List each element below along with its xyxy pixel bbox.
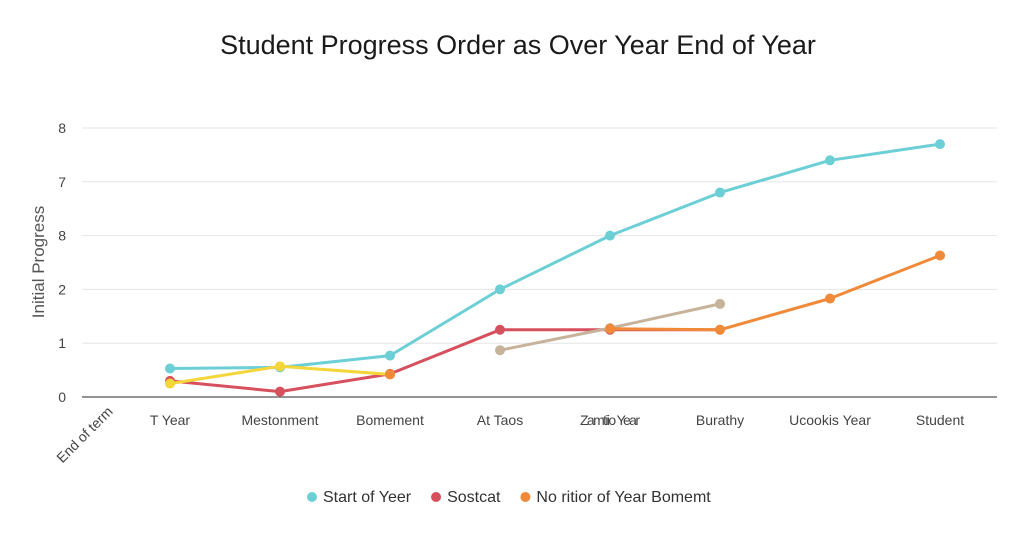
x-tick-label: At Taos: [477, 412, 523, 428]
y-axis-label: Initial Progress: [29, 206, 48, 318]
y-tick-label: 7: [58, 174, 66, 190]
series-1: [165, 324, 725, 397]
data-point: [825, 293, 835, 304]
y-tick-label: 1: [58, 335, 66, 351]
data-point: [715, 187, 725, 198]
x-tick-label: Ucookis Year: [789, 412, 871, 428]
x-tick-label: T Year: [150, 412, 191, 428]
grid: [82, 127, 997, 344]
x-tick-label: Bomement: [356, 412, 424, 428]
data-point: [495, 284, 505, 295]
data-point: [935, 139, 945, 150]
data-point: [715, 298, 725, 309]
series-line: [168, 328, 722, 394]
legend: Start of Yeer Sostcat No ritior of Year Bo…: [307, 489, 711, 506]
series-4: [385, 250, 945, 380]
legend-label: Start of Yeer: [323, 489, 412, 506]
data-point: [165, 363, 175, 374]
y-tick-label: 8: [58, 228, 66, 244]
data-point: [605, 230, 615, 241]
x-axis-ticks: T Year Mestonment Bomement At Taos Zamtiio Y…: [150, 412, 964, 428]
x-tick-label: Burathy: [696, 412, 744, 428]
series-line: [168, 142, 942, 370]
legend-marker: [431, 492, 442, 502]
legend-label: No ritior of Year Bomemt: [536, 489, 711, 506]
data-point: [385, 350, 395, 361]
chart-title: Student Progress Order as Over Year End …: [220, 30, 816, 60]
data-point: [495, 345, 505, 356]
series-line: [608, 254, 942, 332]
data-point: [935, 250, 945, 261]
data-point: [715, 324, 725, 335]
data-point: [605, 323, 615, 334]
data-point: [495, 324, 505, 335]
x-tick-label: Zamtiio Year: [580, 412, 640, 428]
x-tick-label: Mestonment: [241, 412, 318, 428]
legend-marker: [520, 492, 531, 502]
legend-marker: [307, 492, 317, 502]
data-point: [275, 386, 285, 397]
y-axis-ticks: 0 1 2 8 7 8: [58, 120, 66, 405]
series-group: [165, 139, 945, 397]
data-point: [275, 361, 285, 372]
x-corner-label: End of term: [53, 403, 115, 465]
y-tick-label: 2: [58, 281, 66, 297]
x-tick-label: Student: [916, 412, 964, 428]
legend-label: Sostcat: [447, 489, 501, 506]
data-point: [825, 155, 835, 166]
data-point: [385, 369, 395, 380]
data-point: [165, 378, 175, 389]
y-tick-label: 0: [58, 389, 66, 405]
y-tick-label: 8: [58, 120, 66, 136]
